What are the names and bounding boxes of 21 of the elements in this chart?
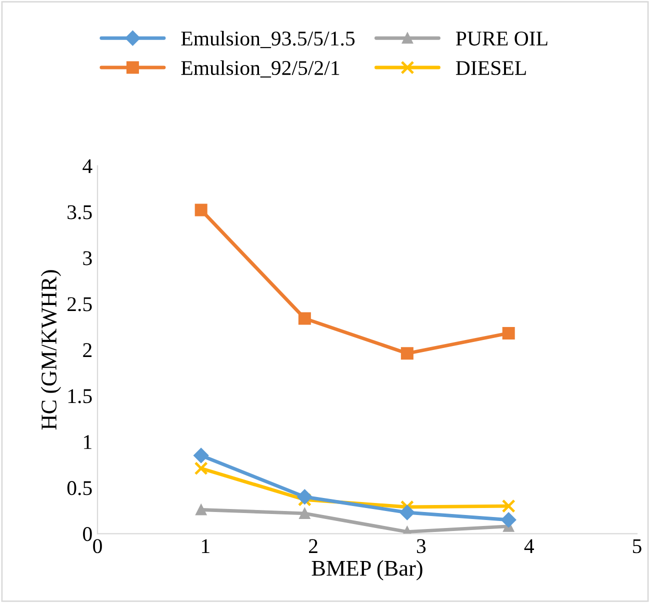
x-tick-label: 3 [416, 539, 426, 554]
legend-label: Emulsion_92/5/2/1 [181, 60, 340, 78]
y-tick-label: 1 [84, 435, 92, 449]
x-tick-label: 1 [202, 539, 210, 553]
y-tick-label: 1.5 [68, 389, 92, 404]
x-tick-label: 4 [524, 539, 534, 553]
x-tick-label: 2 [309, 539, 318, 553]
legend-label: PURE OIL [456, 32, 548, 46]
y-tick-label: 2.5 [68, 297, 92, 312]
x-tick-label: 0 [93, 539, 102, 554]
y-tick-label: 3.5 [68, 205, 92, 220]
y-tick-label: 0 [83, 527, 92, 542]
legend-label: DIESEL [456, 61, 526, 76]
x-tick-label: 5 [633, 539, 642, 554]
legend-label: Emulsion_93.5/5/1.5 [181, 30, 355, 48]
y-tick-label: 4 [82, 159, 92, 174]
y-tick-label: 3 [83, 251, 92, 266]
y-tick-label: 0.5 [67, 481, 92, 496]
y-tick-label: 2 [83, 343, 92, 357]
y-axis-title: HC (GM/KWHR) [40, 270, 62, 430]
x-axis-title: BMEP (Bar) [312, 560, 422, 580]
